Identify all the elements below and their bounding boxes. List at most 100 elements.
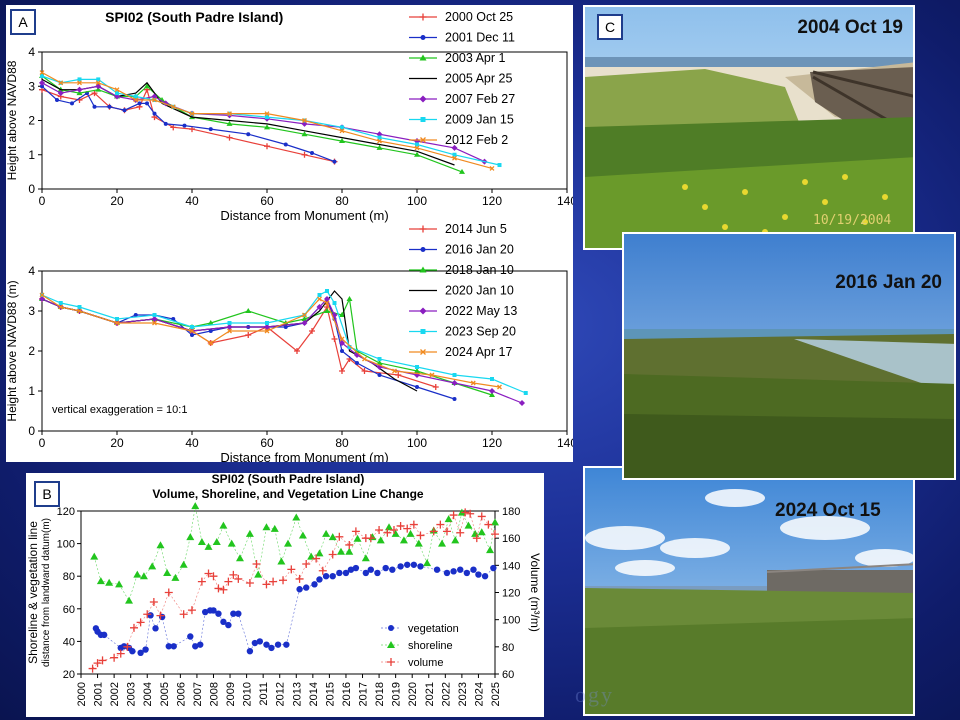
x-tick-label: 140	[557, 194, 573, 208]
data-point	[77, 308, 82, 314]
data-point	[391, 529, 400, 537]
data-point	[464, 521, 473, 529]
data-point	[315, 549, 324, 557]
data-point	[197, 537, 206, 545]
data-point	[429, 372, 435, 378]
data-point	[461, 508, 470, 517]
photo-2004-image	[585, 7, 913, 248]
data-point	[210, 607, 217, 614]
data-point	[463, 569, 471, 577]
photo-2024-image	[585, 468, 913, 714]
data-point	[351, 527, 360, 536]
data-point	[39, 70, 45, 76]
legend-label: 2009 Jan 15	[445, 113, 514, 127]
legend-marker	[419, 225, 427, 233]
legend-label: 2012 Feb 2	[445, 133, 508, 147]
data-point	[274, 641, 282, 648]
data-point	[444, 515, 453, 523]
photo-2024: 2024 Oct 15	[583, 466, 915, 716]
y-tick-label: 4	[28, 45, 35, 59]
data-point	[345, 547, 354, 555]
series-volume: volume	[88, 508, 499, 673]
y-tick-label: 40	[63, 636, 75, 648]
data-point	[339, 128, 345, 134]
legend-marker	[420, 349, 426, 355]
data-point	[133, 313, 138, 317]
y2-tick-label: 160	[502, 533, 520, 545]
y-tick-label: 100	[57, 539, 75, 551]
data-point	[416, 531, 425, 540]
data-point	[142, 646, 149, 653]
profile-chart-1: 0 20 40 60 80 100 120 140 0 1 2 3 4 Distance from Mon…	[6, 222, 573, 462]
data-point	[77, 77, 82, 82]
data-point	[189, 328, 195, 334]
data-point	[353, 534, 362, 542]
data-point	[489, 392, 495, 397]
legend-label: vegetation	[408, 623, 459, 635]
data-point	[179, 560, 188, 568]
chart-subtitle: Volume, Shoreline, and Vegetation Line C…	[152, 487, 423, 501]
y-axis-label: Height above NAVD88	[6, 60, 19, 180]
data-point	[129, 647, 136, 655]
data-point	[163, 568, 172, 576]
series-line	[41, 297, 455, 400]
change-chart: SPI02 (South Padre Island)Volume, Shorel…	[26, 473, 542, 706]
legend-marker	[387, 641, 395, 648]
x-tick-label: 100	[407, 194, 427, 208]
x-tick-label: 0	[39, 436, 46, 450]
data-point	[234, 574, 243, 583]
data-point	[395, 372, 402, 378]
x-tick-label: 2020	[407, 682, 419, 706]
y2-axis-label: Volume (m³/m)	[528, 553, 542, 632]
data-point	[227, 539, 236, 547]
x-tick-label: 2011	[258, 682, 270, 706]
data-point	[340, 349, 344, 353]
profile-chart-0: 0 20 40 60 80 100 120 140 0 1 2 3 4 Distance from Mon…	[6, 9, 573, 223]
data-point	[329, 573, 336, 580]
data-point	[227, 328, 232, 334]
y-axis-sublabel: distance from landward datum(m)	[41, 518, 52, 667]
x-tick-label: 60	[260, 436, 274, 450]
data-point	[246, 132, 251, 137]
y-tick-label: 2	[28, 114, 35, 128]
x-tick-label: 2002	[109, 682, 121, 706]
data-point	[251, 639, 259, 647]
data-point	[317, 296, 322, 302]
x-tick-label: 140	[557, 436, 573, 450]
data-point	[438, 539, 447, 547]
data-point	[123, 642, 132, 651]
data-point	[332, 301, 337, 305]
data-point	[296, 586, 303, 593]
data-point	[70, 101, 74, 106]
data-point	[264, 324, 270, 330]
x-tick-label: 2012	[275, 682, 287, 706]
y2-tick-label: 100	[502, 615, 520, 627]
data-point	[219, 521, 228, 529]
data-point	[311, 581, 318, 588]
data-point	[298, 531, 307, 539]
y2-tick-label: 120	[502, 588, 520, 600]
profile-charts: 02040608010012014001234Distance from Mon…	[6, 9, 573, 462]
x-tick-label: 0	[39, 194, 46, 208]
data-point	[449, 511, 458, 520]
data-point	[40, 73, 44, 78]
data-point	[491, 530, 499, 539]
series-vegetation: vegetation	[92, 561, 497, 657]
panel-label-b: B	[34, 481, 60, 507]
y-tick-label: 1	[28, 384, 35, 398]
y2-tick-label: 180	[502, 506, 520, 518]
data-point	[322, 573, 330, 580]
data-point	[144, 83, 150, 89]
x-tick-label: 120	[482, 194, 502, 208]
series-2003-apr-1: 2003 Apr 1	[39, 51, 506, 174]
data-point	[226, 134, 233, 141]
data-point	[376, 144, 383, 150]
data-point	[316, 304, 323, 310]
y2-tick-label: 60	[502, 669, 514, 681]
x-tick-label: 2015	[324, 682, 336, 706]
data-point	[100, 631, 108, 639]
x-tick-label: 60	[260, 194, 274, 208]
data-point	[477, 528, 486, 536]
data-point	[208, 340, 214, 346]
data-point	[451, 380, 458, 386]
